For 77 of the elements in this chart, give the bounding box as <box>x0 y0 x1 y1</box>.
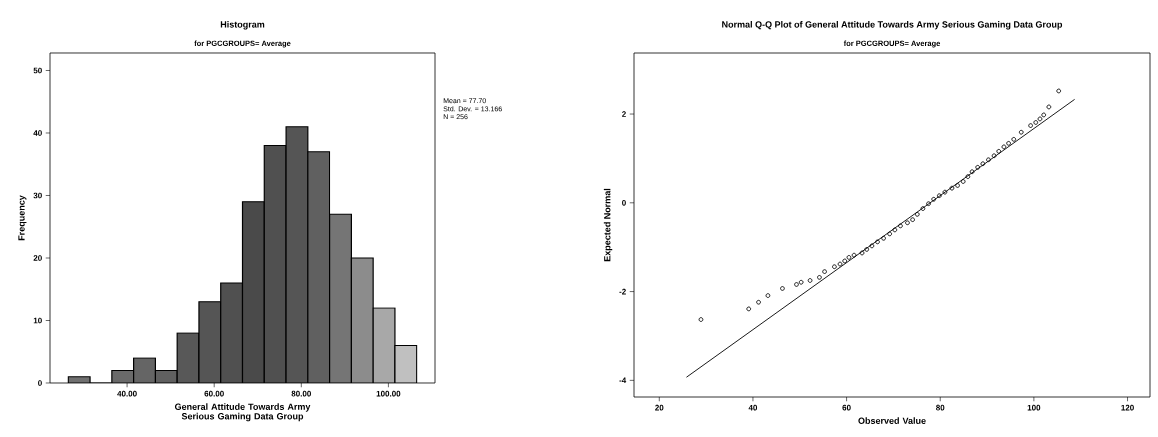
point <box>931 196 937 202</box>
point <box>920 206 926 211</box>
x-axis-title: General Attitude Towards Army Serious Gaming Data Group <box>174 403 311 422</box>
point <box>955 183 960 188</box>
point <box>969 169 975 175</box>
point <box>986 157 991 163</box>
x-tick-label: 100.00 <box>376 390 401 397</box>
x-tick-label: 60 <box>842 404 851 411</box>
point <box>698 317 704 322</box>
x-tick-label: 120 <box>1121 404 1134 411</box>
x-tick-label: 40 <box>748 404 758 411</box>
point <box>905 220 910 226</box>
point <box>1018 129 1024 135</box>
x-tick-label: 40.00 <box>117 390 137 397</box>
x-tick-label: 20 <box>655 404 664 411</box>
point <box>980 161 986 167</box>
x-tick-label: 80 <box>936 404 945 411</box>
point <box>949 185 955 191</box>
point <box>1006 140 1011 146</box>
y-tick-label: -2 <box>619 288 626 295</box>
point <box>1001 144 1007 150</box>
point <box>942 189 948 195</box>
y-tick-label: 10 <box>33 317 42 324</box>
point <box>991 153 997 159</box>
point <box>817 275 822 280</box>
point <box>746 306 752 312</box>
point <box>960 179 966 184</box>
point <box>794 282 799 287</box>
point <box>780 286 785 291</box>
y-tick-label: 0 <box>38 380 42 386</box>
point <box>887 231 893 237</box>
point <box>864 247 870 252</box>
point <box>881 235 886 241</box>
point <box>798 279 804 285</box>
point <box>1056 88 1062 94</box>
y-tick-label: -4 <box>619 377 627 384</box>
point <box>875 239 880 245</box>
point <box>914 212 920 217</box>
chart-title: Histogram <box>220 21 265 30</box>
point <box>910 217 915 223</box>
point <box>892 227 898 233</box>
y-tick-label: 2 <box>622 111 626 117</box>
point <box>1037 116 1043 122</box>
point <box>1033 120 1039 125</box>
y-tick-label: 20 <box>33 255 42 261</box>
x-tick-label: 80.00 <box>291 390 311 397</box>
y-tick-label: 40 <box>33 130 42 136</box>
point <box>832 264 837 270</box>
chart-title: Normal Q-Q Plot of General Attitude Towards Army Serious Gaming Data Group <box>722 21 1063 30</box>
point <box>1041 112 1047 118</box>
point <box>926 201 931 207</box>
point <box>837 261 843 267</box>
point <box>1011 136 1017 142</box>
x-tick-label: 60.00 <box>204 390 224 397</box>
point <box>996 148 1002 154</box>
point <box>1046 104 1052 110</box>
y-axis-title: Expected Normal <box>603 188 613 262</box>
point <box>822 269 827 274</box>
point <box>898 223 903 229</box>
point <box>1028 123 1033 128</box>
point <box>869 243 875 249</box>
point <box>851 252 857 258</box>
point <box>965 174 971 179</box>
point <box>936 193 942 199</box>
point <box>842 258 848 264</box>
y-tick-label: 50 <box>33 67 42 74</box>
x-tick-label: 100 <box>1027 404 1041 411</box>
point <box>807 278 813 283</box>
y-tick-label: 30 <box>33 192 42 199</box>
y-axis-title: Frequency <box>18 195 27 241</box>
point <box>765 293 771 298</box>
point <box>846 255 852 260</box>
point <box>756 299 761 305</box>
point <box>859 250 865 256</box>
point <box>975 164 981 170</box>
y-tick-label: 0 <box>622 199 626 206</box>
x-axis-title: Observed Value <box>858 417 926 424</box>
